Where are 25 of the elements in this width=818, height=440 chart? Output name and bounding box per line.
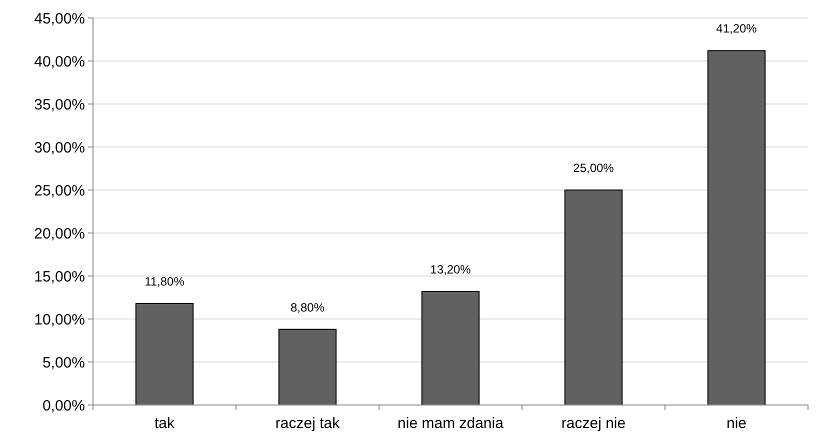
y-tick-label: 35,00%: [34, 96, 85, 114]
x-tick-label: tak: [154, 415, 175, 432]
x-tick-label: raczej nie: [561, 415, 626, 432]
bar: [421, 290, 480, 406]
bar: [135, 303, 194, 406]
x-tick-label: nie mam zdania: [398, 415, 504, 432]
y-tick-label: 5,00%: [42, 354, 85, 372]
bar: [707, 50, 766, 406]
y-tick-label: 25,00%: [34, 182, 85, 200]
y-tick-label: 0,00%: [42, 397, 85, 414]
y-tick-label: 45,00%: [34, 10, 85, 28]
y-tick-label: 30,00%: [34, 139, 85, 156]
bar: [278, 328, 337, 406]
y-tick-label: 10,00%: [34, 311, 85, 328]
x-tick-label: nie: [726, 415, 747, 432]
x-tick-label: raczej tak: [275, 415, 340, 432]
bar: [564, 190, 623, 406]
data-label: 11,80%: [144, 274, 185, 289]
y-tick-label: 15,00%: [34, 268, 85, 286]
y-tick-label: 20,00%: [34, 225, 85, 242]
data-label: 41,20%: [716, 22, 758, 36]
data-label: 25,00%: [573, 161, 614, 175]
y-tick-label: 40,00%: [34, 53, 85, 70]
data-label: 13,20%: [430, 262, 472, 276]
data-label: 8,80%: [290, 300, 325, 314]
